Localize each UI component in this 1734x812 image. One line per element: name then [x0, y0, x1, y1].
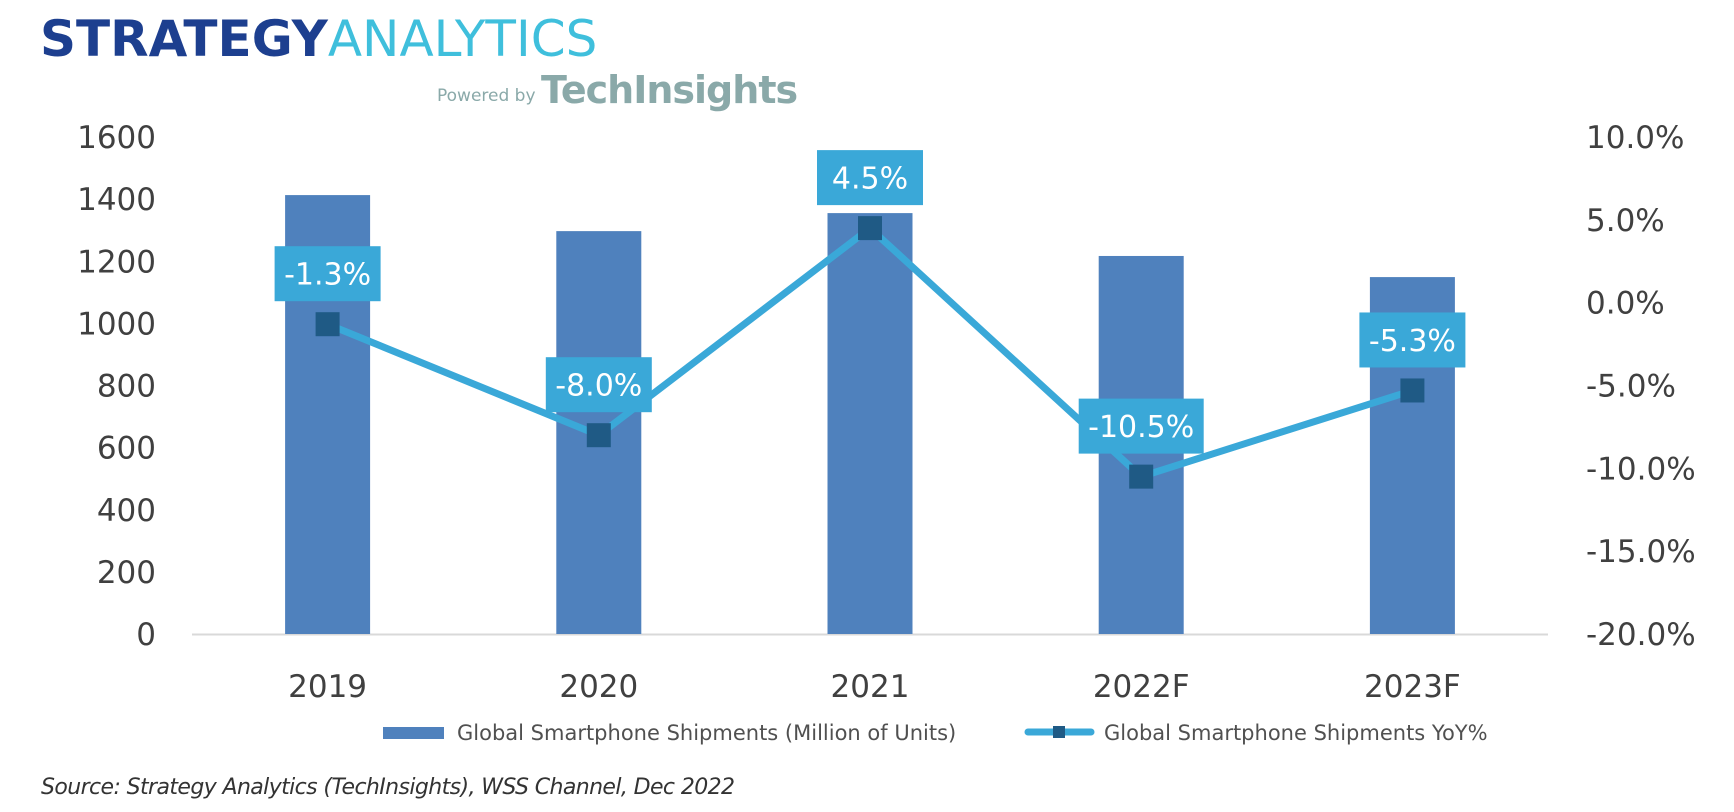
right-axis-tick-label: 5.0% [1586, 203, 1665, 239]
yoy-marker-2019 [315, 312, 340, 337]
left-axis-tick-label: 800 [97, 369, 156, 405]
yoy-marker-2023f [1400, 378, 1425, 403]
right-axis-ticks: -20.0% -15.0% -10.0% -5.0% 0.0% 5.0% 10.0% [1586, 120, 1696, 653]
left-axis-tick-label: 1200 [77, 244, 156, 280]
yoy-data-label-box [545, 357, 652, 413]
line-series: -1.3% -8.0% 4.5% -10.5% -5.3% [274, 150, 1466, 489]
x-axis-category-label: 2022F [1093, 669, 1190, 705]
left-axis-ticks: 0 200 400 600 800 1000 1200 1400 1600 [77, 120, 156, 653]
yoy-marker-2020 [586, 423, 611, 448]
right-axis-tick-label: -15.0% [1586, 534, 1696, 570]
logo-powered-by-text: Powered by [437, 86, 536, 106]
logo-analytics-text: ANALYTICS [327, 10, 598, 68]
yoy-data-label-box [817, 150, 923, 206]
legend-bar-label: Global Smartphone Shipments (Million of … [457, 721, 956, 745]
left-axis-tick-label: 1600 [77, 120, 156, 156]
logo-techinsights-text: TechInsights [541, 68, 798, 112]
left-axis-tick-label: 400 [97, 493, 156, 529]
x-axis-category-labels: 2019 2020 2021 2022F 2023F [288, 669, 1461, 705]
legend: Global Smartphone Shipments (Million of … [383, 721, 1488, 745]
yoy-data-label: -8.0% [555, 369, 642, 404]
left-axis-tick-label: 600 [97, 431, 156, 467]
yoy-data-label: -10.5% [1088, 410, 1194, 445]
legend-line-marker [1053, 726, 1065, 738]
right-axis-tick-label: 10.0% [1586, 120, 1684, 156]
right-axis-tick-label: 0.0% [1586, 286, 1665, 322]
x-axis-category-label: 2020 [559, 669, 638, 705]
x-axis-category-label: 2023F [1364, 669, 1461, 705]
left-axis-tick-label: 1400 [77, 182, 156, 218]
right-axis-tick-label: -20.0% [1586, 617, 1696, 653]
yoy-data-label: -1.3% [284, 258, 371, 293]
yoy-data-label: -5.3% [1369, 324, 1456, 359]
right-axis-tick-label: -5.0% [1586, 369, 1676, 405]
left-axis-tick-label: 1000 [77, 306, 156, 342]
strategy-analytics-logo: STRATEGYANALYTICS [40, 14, 597, 64]
left-axis-tick-label: 200 [97, 555, 156, 591]
yoy-data-label: 4.5% [832, 162, 908, 197]
legend-line-label: Global Smartphone Shipments YoY% [1104, 721, 1488, 745]
yoy-marker-2022f [1129, 464, 1154, 489]
x-axis-category-label: 2019 [288, 669, 367, 705]
source-note: Source: Strategy Analytics (TechInsights… [41, 775, 735, 800]
left-axis-tick-label: 0 [136, 617, 156, 653]
yoy-data-label-box [1078, 398, 1204, 454]
right-axis-tick-label: -10.0% [1586, 451, 1696, 487]
yoy-marker-2021 [858, 216, 882, 241]
logo-strategy-text: STRATEGY [40, 10, 328, 68]
legend-bar-swatch [383, 727, 444, 739]
yoy-data-label-box [1359, 312, 1466, 368]
bar-series [285, 195, 1455, 635]
yoy-data-label-box [274, 246, 381, 302]
bar-2021 [827, 213, 913, 634]
x-axis-category-label: 2021 [831, 669, 910, 705]
